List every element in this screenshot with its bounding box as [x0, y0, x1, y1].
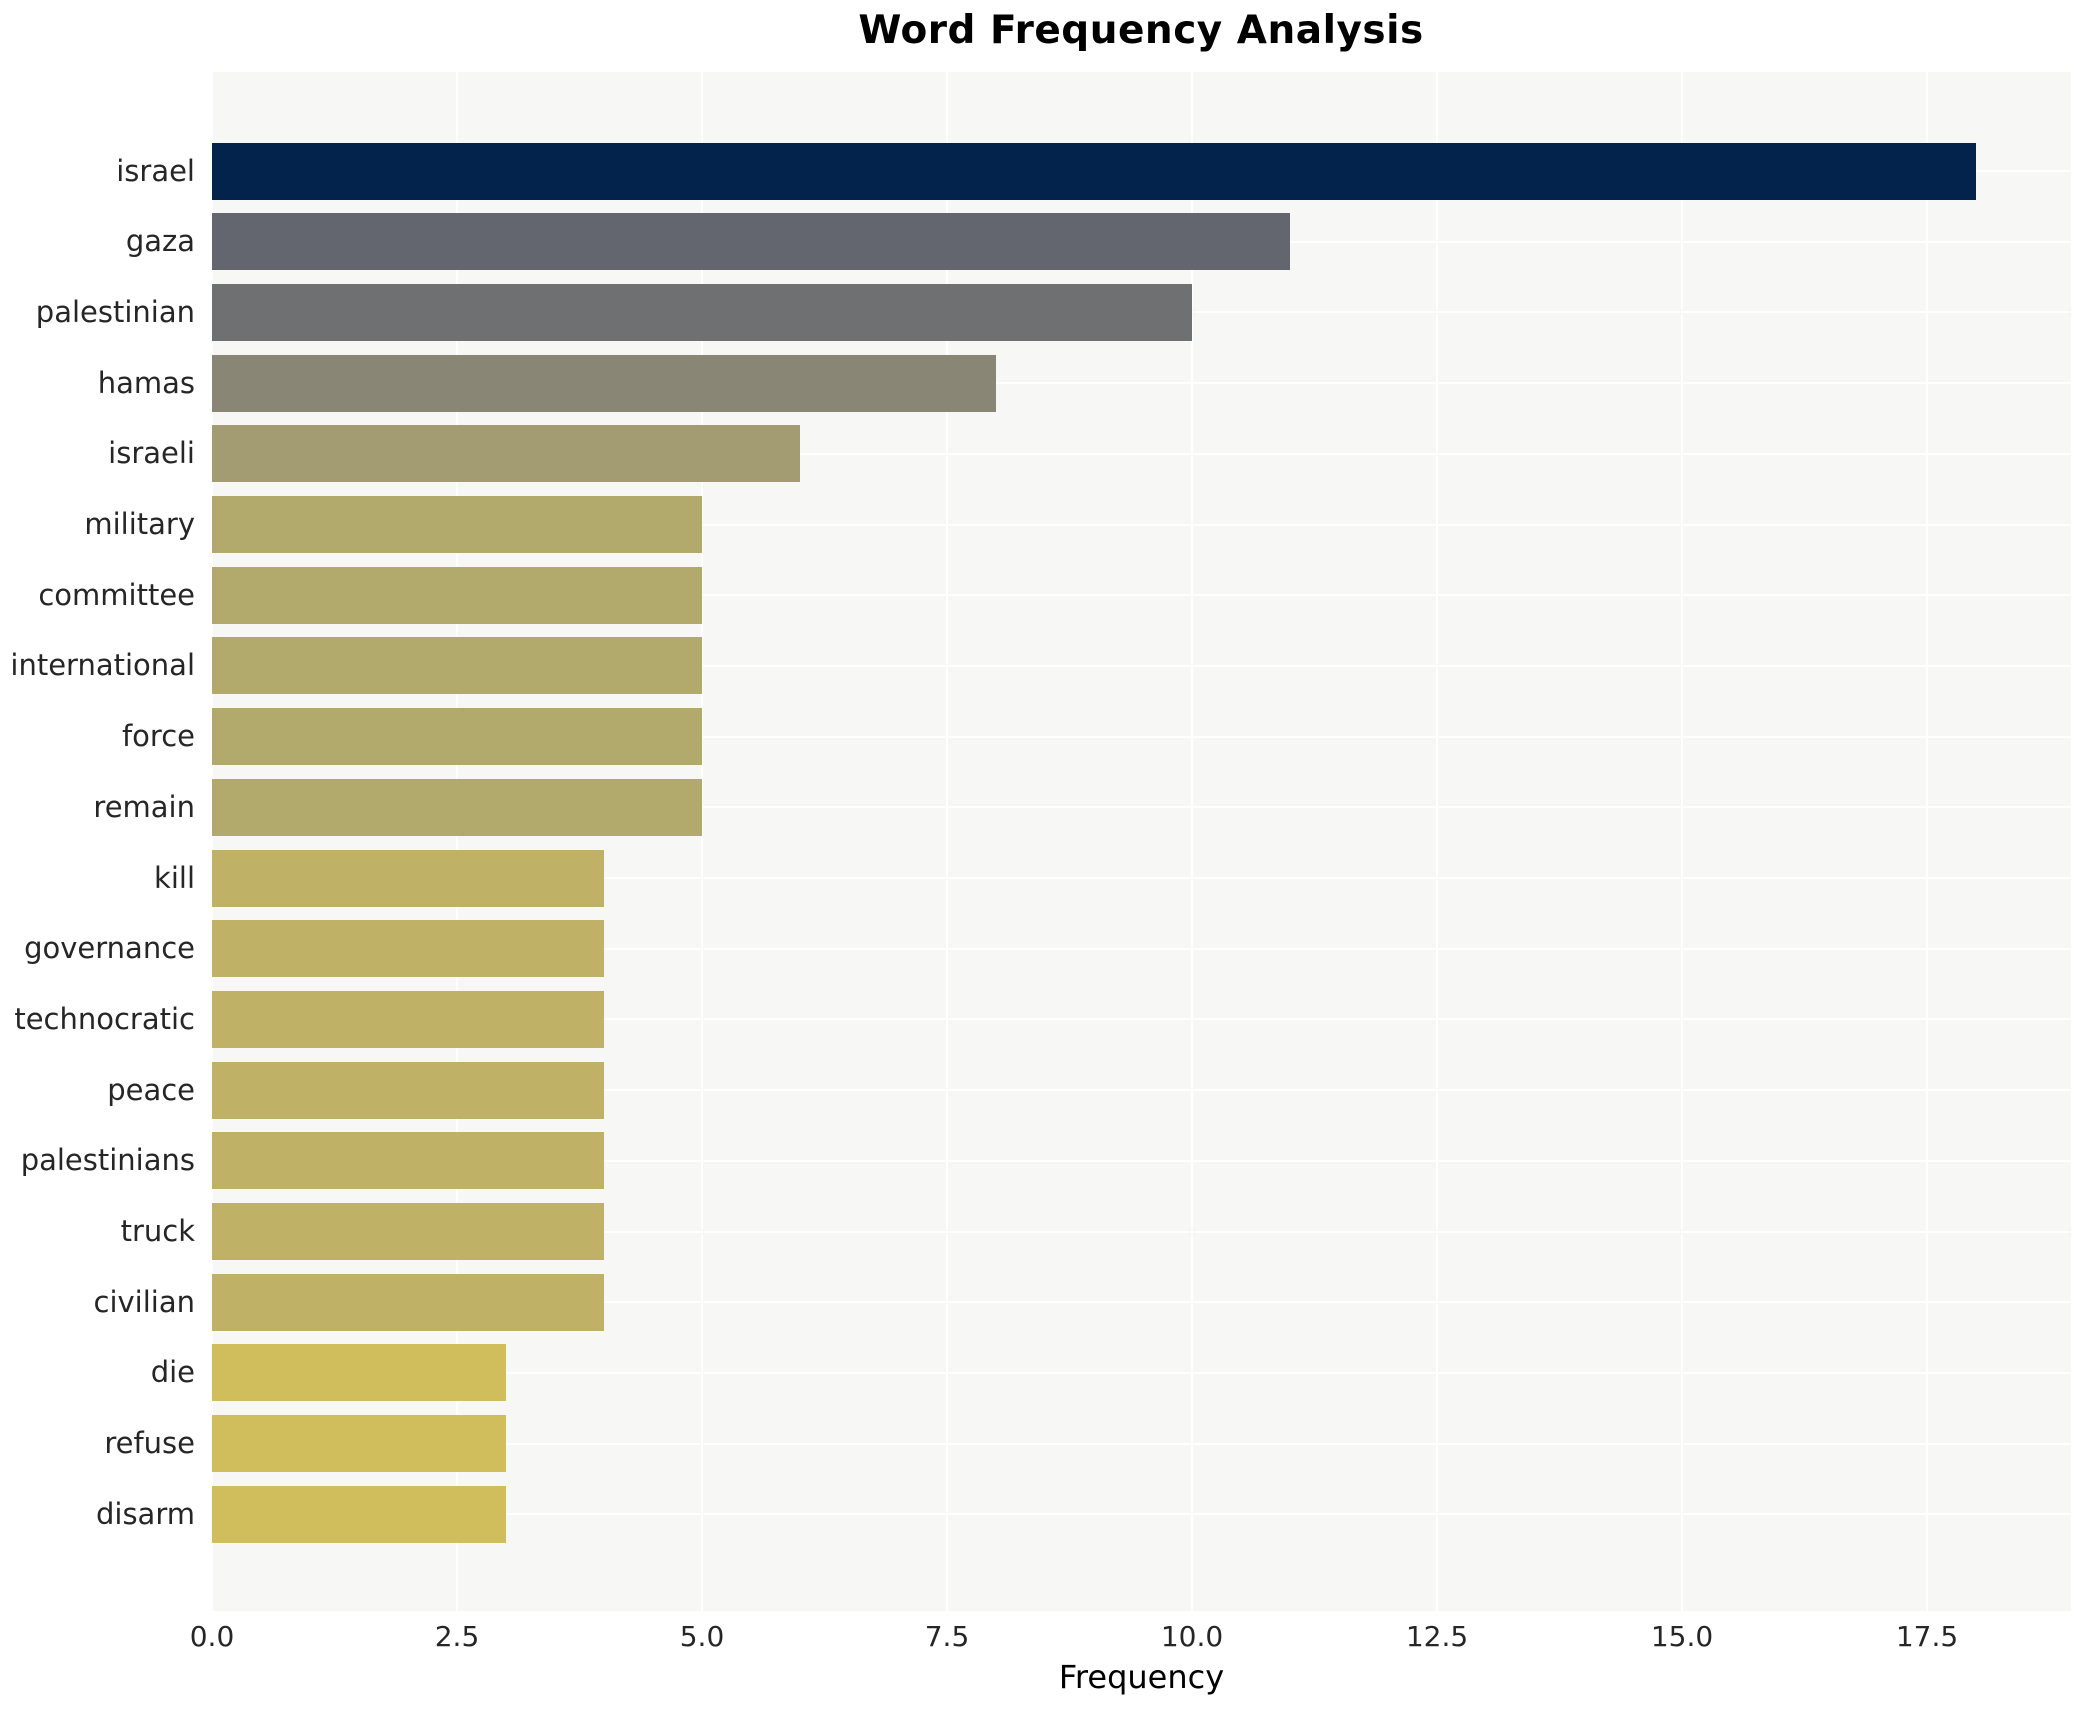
y-gridline: [212, 1230, 2071, 1233]
y-gridline: [212, 1442, 2071, 1445]
y-gridline: [212, 1371, 2071, 1374]
x-gridline: [1926, 72, 1928, 1611]
y-tick-label-palestinian: palestinian: [35, 294, 195, 329]
bar-die: [212, 1344, 506, 1402]
y-gridline: [212, 1018, 2071, 1021]
x-gridline: [211, 72, 213, 1611]
bar-committee: [212, 566, 702, 624]
plot-area: [211, 72, 2071, 1611]
bar-israel: [212, 142, 1976, 200]
x-gridline: [1191, 72, 1193, 1611]
y-gridline: [212, 664, 2071, 667]
y-tick-label-military: military: [84, 507, 195, 541]
y-tick-label-die: die: [150, 1355, 195, 1390]
y-tick-label-refuse: refuse: [104, 1426, 195, 1461]
bar-truck: [212, 1203, 604, 1260]
y-tick-label-israel: israel: [116, 153, 195, 188]
x-tick-label: 10.0: [1160, 1620, 1224, 1653]
y-tick-label-peace: peace: [107, 1072, 195, 1107]
x-gridline: [1681, 72, 1683, 1611]
bar-technocratic: [212, 990, 604, 1048]
x-gridline: [946, 72, 948, 1611]
y-gridline: [212, 877, 2071, 879]
y-tick-label-committee: committee: [38, 577, 195, 612]
y-tick-label-gaza: gaza: [125, 224, 195, 259]
y-gridline: [212, 1089, 2071, 1092]
x-tick-label: 5.0: [679, 1620, 725, 1653]
y-tick-label-governance: governance: [24, 931, 195, 966]
y-tick-label-disarm: disarm: [95, 1496, 195, 1531]
x-tick-label: 2.5: [434, 1620, 480, 1653]
chart-title: Word Frequency Analysis: [858, 8, 1424, 53]
y-gridline: [212, 1301, 2071, 1304]
y-tick-label-truck: truck: [120, 1214, 195, 1248]
y-tick-label-technocratic: technocratic: [14, 1001, 195, 1036]
y-gridline: [212, 382, 2071, 385]
bar-palestinians: [212, 1132, 604, 1190]
x-tick-label: 0.0: [189, 1620, 235, 1653]
y-gridline: [212, 1513, 2071, 1516]
bar-remain: [212, 778, 702, 836]
y-tick-label-kill: kill: [154, 860, 195, 895]
y-gridline: [212, 1159, 2071, 1162]
bar-refuse: [212, 1415, 506, 1473]
y-gridline: [212, 523, 2071, 526]
x-axis-title: Frequency: [1058, 1658, 1225, 1696]
x-tick-label: 17.5: [1895, 1620, 1959, 1653]
y-tick-label-international: international: [10, 648, 195, 683]
x-gridline: [456, 72, 458, 1611]
x-gridline: [701, 72, 703, 1611]
y-tick-label-remain: remain: [93, 789, 195, 824]
x-tick-label: 15.0: [1650, 1620, 1714, 1653]
bar-international: [212, 637, 702, 695]
y-gridline: [212, 594, 2071, 597]
y-gridline: [212, 735, 2071, 738]
bar-kill: [212, 849, 604, 907]
y-tick-label-palestinians: palestinians: [20, 1143, 195, 1178]
bar-disarm: [212, 1485, 506, 1543]
y-gridline: [212, 947, 2071, 950]
bar-gaza: [212, 213, 1290, 271]
x-gridline: [1436, 72, 1438, 1611]
y-tick-label-civilian: civilian: [93, 1284, 196, 1319]
bar-hamas: [212, 354, 996, 412]
y-gridline: [212, 806, 2071, 809]
y-tick-label-force: force: [121, 719, 195, 754]
bar-palestinian: [212, 283, 1192, 341]
y-tick-label-israeli: israeli: [108, 436, 195, 471]
y-gridline: [212, 452, 2071, 455]
bar-israeli: [212, 425, 800, 483]
bar-governance: [212, 920, 604, 978]
bar-peace: [212, 1061, 604, 1119]
y-tick-label-hamas: hamas: [97, 365, 195, 400]
x-tick-label: 7.5: [924, 1620, 970, 1653]
bar-force: [212, 708, 702, 766]
bar-military: [212, 496, 702, 553]
bar-civilian: [212, 1273, 604, 1331]
x-tick-label: 12.5: [1405, 1620, 1469, 1653]
